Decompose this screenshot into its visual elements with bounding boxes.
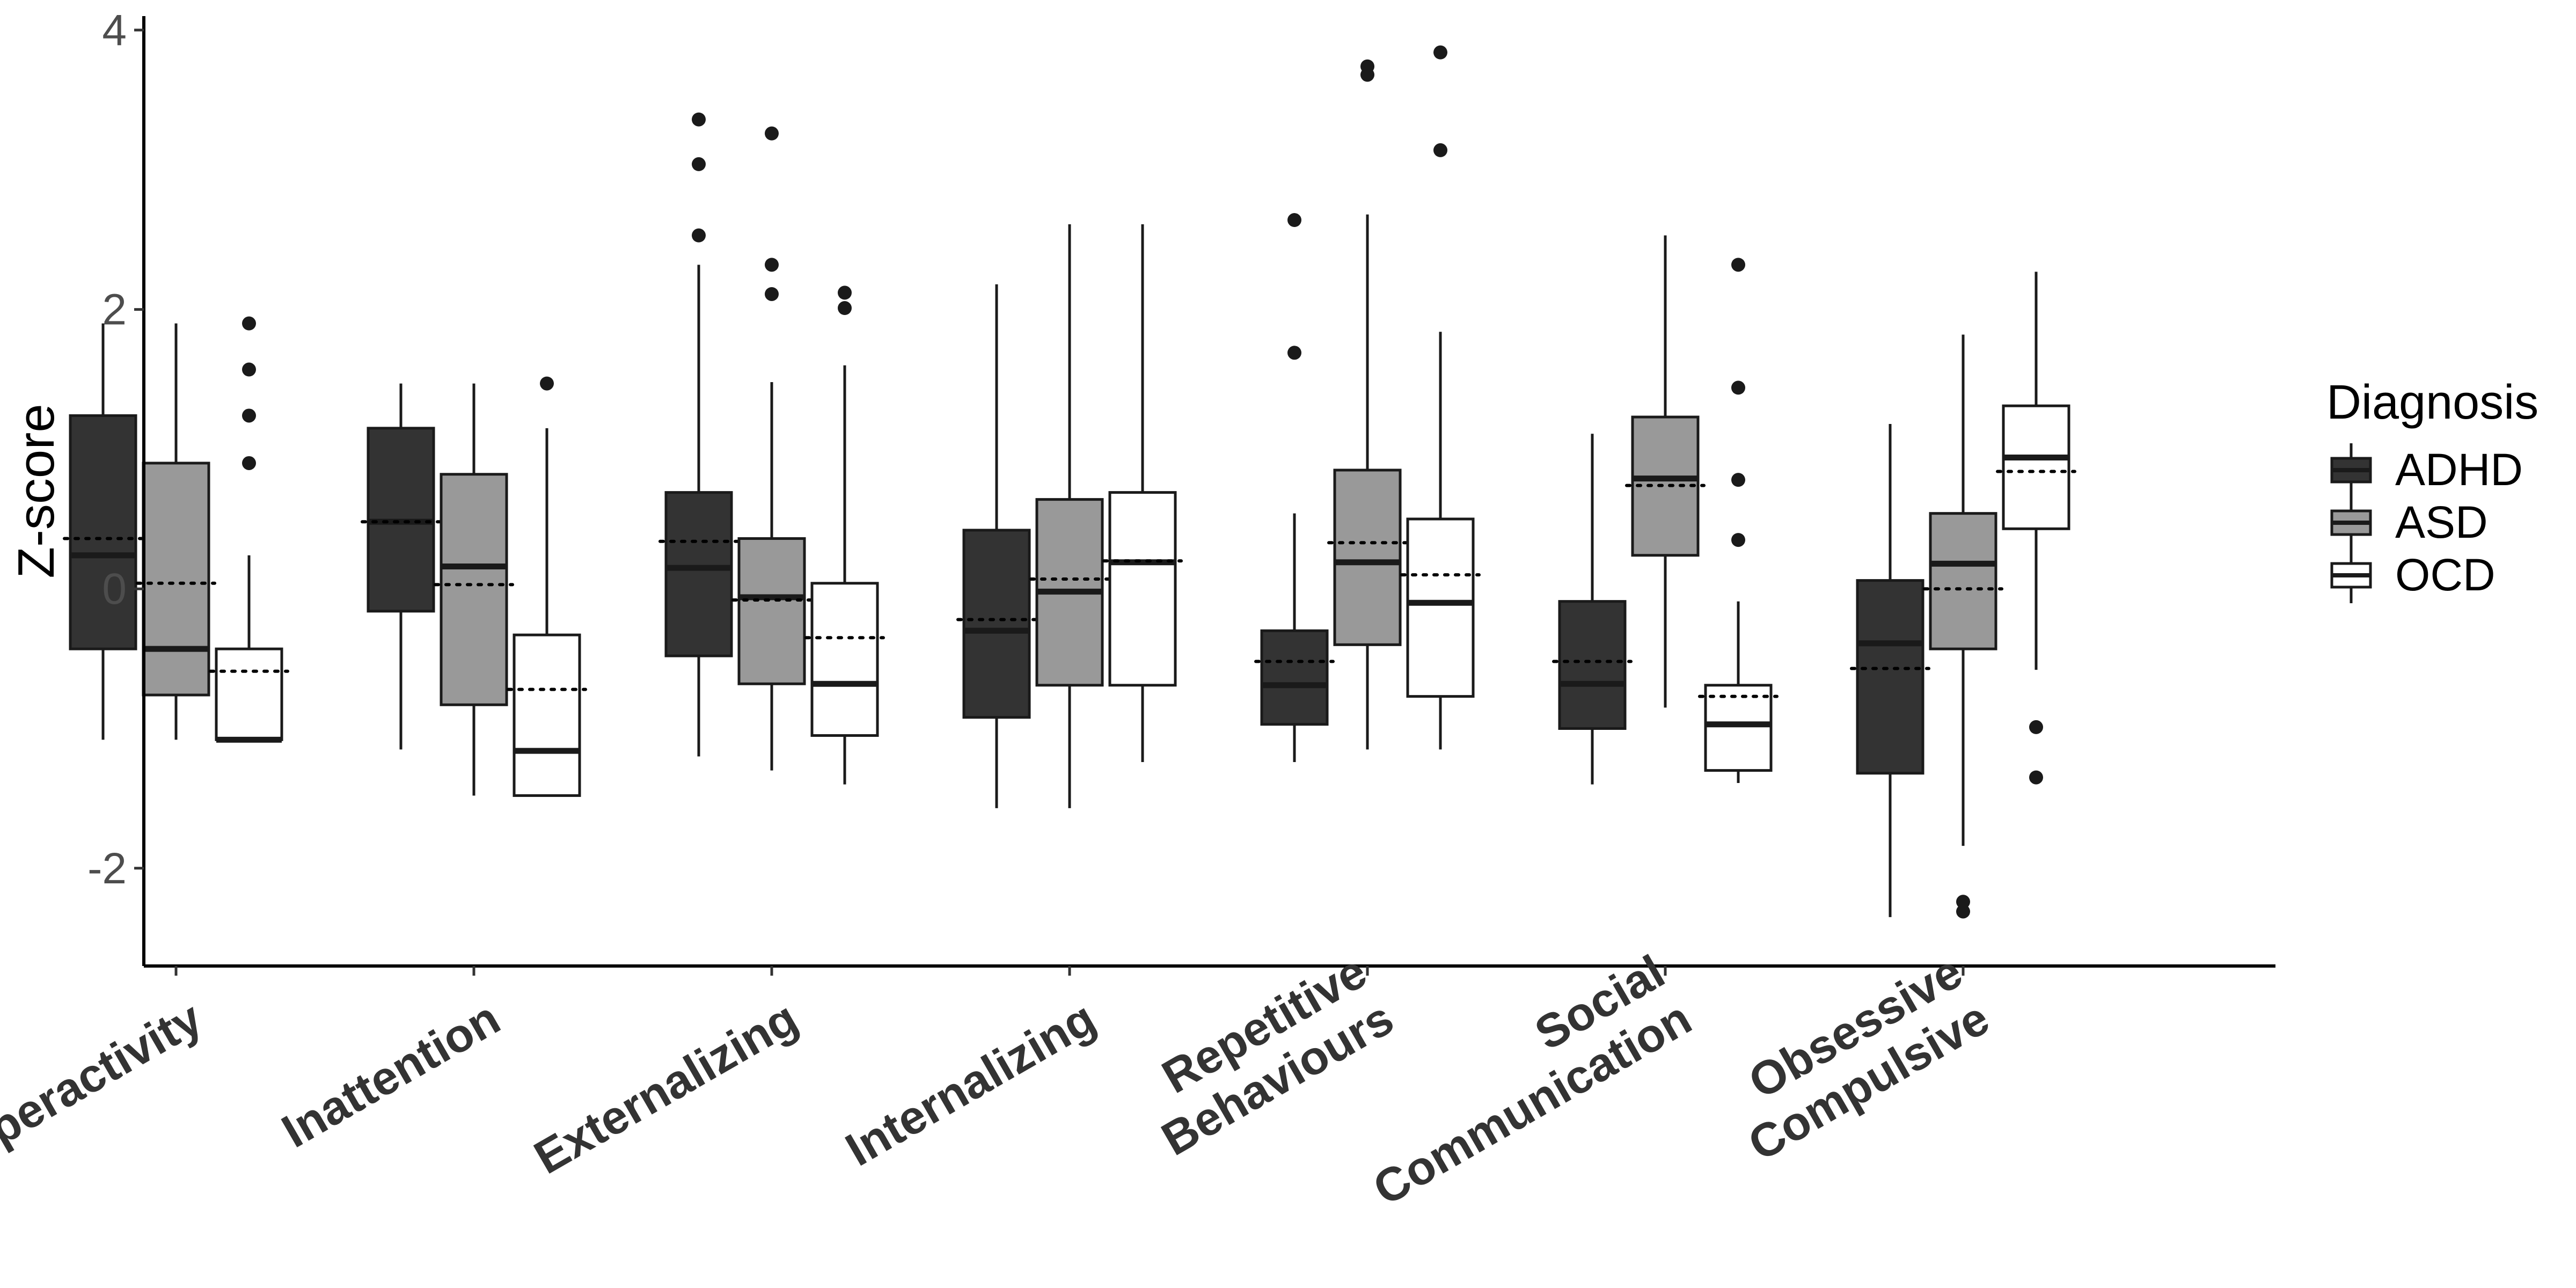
box-iqr — [1929, 512, 1997, 650]
legend-title: Diagnosis — [2326, 376, 2538, 429]
box-adhd — [1850, 424, 1930, 917]
outlier-point — [765, 126, 779, 141]
outlier-point — [1360, 59, 1374, 74]
axes — [142, 16, 2275, 968]
x-tick-label-group: Externalizing — [525, 991, 807, 1184]
outlier-point — [692, 228, 706, 243]
y-tick-label: 2 — [102, 286, 127, 334]
box-ocd — [1698, 258, 1779, 784]
box-iqr — [1108, 491, 1177, 687]
box-iqr — [1631, 415, 1700, 557]
outlier-point — [242, 362, 256, 377]
outlier-point — [1731, 380, 1745, 395]
y-axis-ticks: -2 0 2 4 — [87, 6, 144, 893]
x-tick-label: Hyperactivity — [0, 991, 211, 1185]
legend-label-adhd: ADHD — [2395, 444, 2523, 495]
box-asd — [434, 383, 514, 796]
outlier-point — [1956, 904, 1970, 919]
y-axis-title: Z-score — [8, 404, 65, 578]
box-iqr — [1260, 629, 1329, 726]
box-asd — [1923, 334, 2003, 919]
outlier-point — [1956, 895, 1970, 909]
outlier-point — [242, 456, 256, 470]
x-tick-label-group: Internalizing — [837, 991, 1104, 1176]
legend-label-asd: ASD — [2395, 497, 2488, 547]
outlier-point — [242, 408, 256, 423]
box-iqr — [810, 582, 879, 737]
series-ocd — [209, 45, 2076, 797]
box-adhd — [956, 284, 1037, 808]
outlier-point — [1287, 213, 1301, 228]
series-asd — [136, 59, 2003, 919]
outlier-point — [2029, 770, 2043, 785]
box-iqr — [69, 414, 137, 650]
box-adhd — [1254, 213, 1335, 762]
box-adhd — [63, 323, 143, 740]
box-asd — [1327, 59, 1408, 750]
legend-key-adhd — [2330, 443, 2372, 498]
box-asd — [1625, 235, 1706, 708]
box-ocd — [1996, 272, 2076, 785]
box-iqr — [1558, 600, 1627, 730]
legend-label-ocd: OCD — [2395, 550, 2496, 600]
box-ocd — [1102, 224, 1183, 762]
outlier-point — [692, 157, 706, 171]
outlier-point — [540, 376, 554, 391]
box-iqr — [962, 529, 1031, 719]
x-axis-ticks: Hyperactivity Inattention Externalizing Int… — [0, 945, 1998, 1216]
x-tick-label: Internalizing — [837, 991, 1104, 1176]
box-iqr — [2002, 404, 2070, 530]
box-iqr — [513, 633, 581, 797]
box-ocd — [804, 286, 885, 785]
box-iqr — [142, 462, 210, 697]
y-tick-label: 0 — [102, 565, 127, 613]
x-tick-label-group: Hyperactivity — [0, 991, 211, 1185]
series-adhd — [63, 112, 1930, 917]
box-asd — [1029, 224, 1110, 808]
box-iqr — [1704, 684, 1773, 772]
outlier-point — [692, 112, 706, 127]
outlier-point — [1433, 143, 1447, 157]
box-iqr — [664, 491, 733, 657]
box-adhd — [1552, 434, 1633, 785]
outlier-point — [1731, 258, 1745, 272]
box-adhd — [658, 112, 739, 757]
box-iqr — [737, 537, 806, 685]
outlier-point — [1731, 473, 1745, 487]
outlier-point — [838, 301, 852, 316]
box-ocd — [507, 376, 587, 797]
box-iqr — [1333, 469, 1402, 646]
box-iqr — [1406, 517, 1475, 698]
outlier-point — [765, 287, 779, 301]
box-asd — [731, 126, 812, 771]
outlier-point — [1287, 346, 1301, 360]
outlier-point — [1731, 533, 1745, 547]
outlier-point — [242, 316, 256, 331]
x-tick-label: Externalizing — [525, 991, 807, 1184]
y-tick-label: 4 — [102, 6, 127, 55]
outlier-point — [838, 286, 852, 300]
plot-area — [63, 45, 2076, 919]
outlier-point — [2029, 720, 2043, 734]
box-ocd — [1400, 45, 1481, 750]
x-tick-label-group: Inattention — [273, 991, 509, 1158]
box-adhd — [361, 383, 441, 750]
box-iqr — [215, 647, 283, 741]
x-tick-label: Inattention — [273, 991, 509, 1158]
box-iqr — [1856, 579, 1924, 775]
legend-key-asd — [2330, 496, 2372, 551]
box-iqr — [440, 473, 508, 706]
outlier-point — [765, 258, 779, 272]
y-tick-label: -2 — [87, 844, 127, 893]
box-asd — [136, 323, 216, 740]
outlier-point — [1433, 45, 1447, 60]
legend-key-ocd — [2330, 548, 2372, 603]
box-ocd — [209, 316, 289, 743]
